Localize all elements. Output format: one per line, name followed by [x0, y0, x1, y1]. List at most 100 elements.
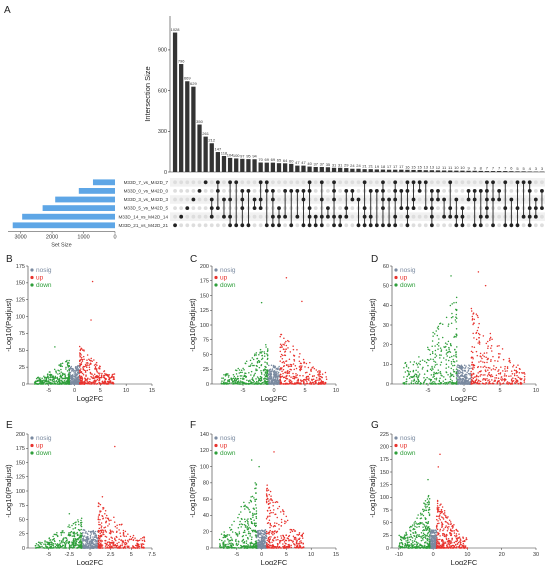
down-point — [36, 376, 39, 379]
nosig-point — [73, 372, 75, 374]
up-point — [100, 534, 103, 536]
nosig-point — [461, 371, 463, 374]
down-point — [80, 528, 82, 531]
down-point — [71, 535, 74, 537]
nosig-point — [77, 383, 80, 385]
up-point — [94, 379, 96, 381]
down-point — [227, 543, 229, 545]
y-tick-label: 20 — [383, 342, 389, 348]
down-point — [445, 367, 447, 369]
matrix-dot-inactive — [356, 189, 361, 193]
down-point — [60, 364, 62, 367]
up-point — [79, 382, 81, 385]
matrix-dot-inactive — [179, 206, 184, 211]
up-point — [116, 542, 118, 545]
down-point — [433, 381, 436, 383]
up-point — [283, 362, 286, 364]
up-point — [320, 379, 323, 382]
down-point — [450, 363, 453, 365]
down-point — [266, 371, 269, 373]
down-point — [244, 520, 247, 523]
nosig-point — [71, 380, 73, 383]
up-point — [105, 514, 108, 517]
down-point — [255, 380, 258, 383]
matrix-dot-inactive — [203, 223, 208, 228]
nosig-point — [257, 541, 259, 544]
y-tick-label: 125 — [16, 475, 25, 481]
down-point — [255, 378, 257, 380]
up-point — [92, 377, 94, 380]
up-point — [283, 348, 285, 351]
up-point — [478, 340, 480, 342]
up-point — [508, 375, 510, 377]
up-point — [112, 544, 114, 546]
nosig-point — [95, 540, 98, 543]
nosig-point — [94, 530, 97, 533]
up-point — [140, 543, 142, 545]
nosig-point — [259, 532, 262, 534]
up-point — [293, 355, 296, 357]
up-point — [104, 513, 106, 515]
down-point — [410, 382, 413, 385]
up-point — [471, 376, 473, 379]
down-point — [50, 378, 52, 381]
intersection-bar — [307, 166, 312, 172]
up-point — [79, 375, 81, 378]
volcano-points — [33, 280, 116, 385]
up-point — [472, 312, 475, 314]
down-point — [249, 365, 251, 368]
up-point — [284, 379, 287, 382]
down-point — [451, 312, 453, 315]
up-point — [284, 342, 286, 344]
up-point — [90, 375, 92, 378]
y-tick-label: 25 — [203, 367, 209, 373]
matrix-dot-inactive — [222, 223, 226, 228]
up-point — [500, 366, 502, 368]
nosig-point — [469, 377, 471, 380]
intersection-value-label: 69 — [271, 157, 276, 162]
down-point — [414, 373, 417, 375]
down-point — [233, 375, 236, 378]
up-point — [283, 337, 285, 339]
down-point — [254, 546, 256, 548]
up-point — [299, 369, 302, 372]
matrix-dot-inactive — [478, 180, 483, 185]
up-point — [294, 365, 297, 367]
nosig-point — [263, 539, 265, 542]
up-point — [136, 544, 138, 547]
up-point — [289, 379, 292, 382]
up-point — [125, 543, 128, 545]
down-point — [58, 364, 61, 366]
down-point — [248, 526, 250, 529]
matrix-dot-inactive — [240, 180, 245, 185]
up-point — [498, 345, 500, 347]
nosig-point — [277, 373, 279, 375]
down-point — [263, 355, 266, 357]
down-point — [408, 372, 410, 374]
down-point — [58, 372, 61, 375]
nosig-point — [276, 372, 278, 374]
down-point — [63, 377, 65, 380]
matrix-dot-inactive — [521, 223, 526, 228]
down-point — [434, 356, 436, 359]
up-point — [111, 382, 114, 384]
nosig-point — [92, 532, 95, 535]
down-point — [413, 378, 415, 381]
down-point — [62, 547, 64, 549]
down-point — [71, 524, 73, 527]
up-point — [83, 365, 86, 368]
up-point — [279, 378, 281, 380]
intersection-value-label: 31 — [332, 162, 337, 167]
up-point — [472, 358, 474, 360]
nosig-point — [276, 377, 279, 380]
nosig-point — [74, 365, 77, 368]
nosig-point — [70, 378, 73, 381]
up-point — [511, 382, 513, 384]
up-point — [104, 547, 107, 549]
up-point — [491, 382, 494, 385]
intersection-value-label: 29 — [344, 163, 349, 168]
up-point — [141, 546, 143, 549]
up-point — [109, 529, 112, 531]
up-point — [482, 335, 485, 337]
up-point — [110, 536, 112, 538]
